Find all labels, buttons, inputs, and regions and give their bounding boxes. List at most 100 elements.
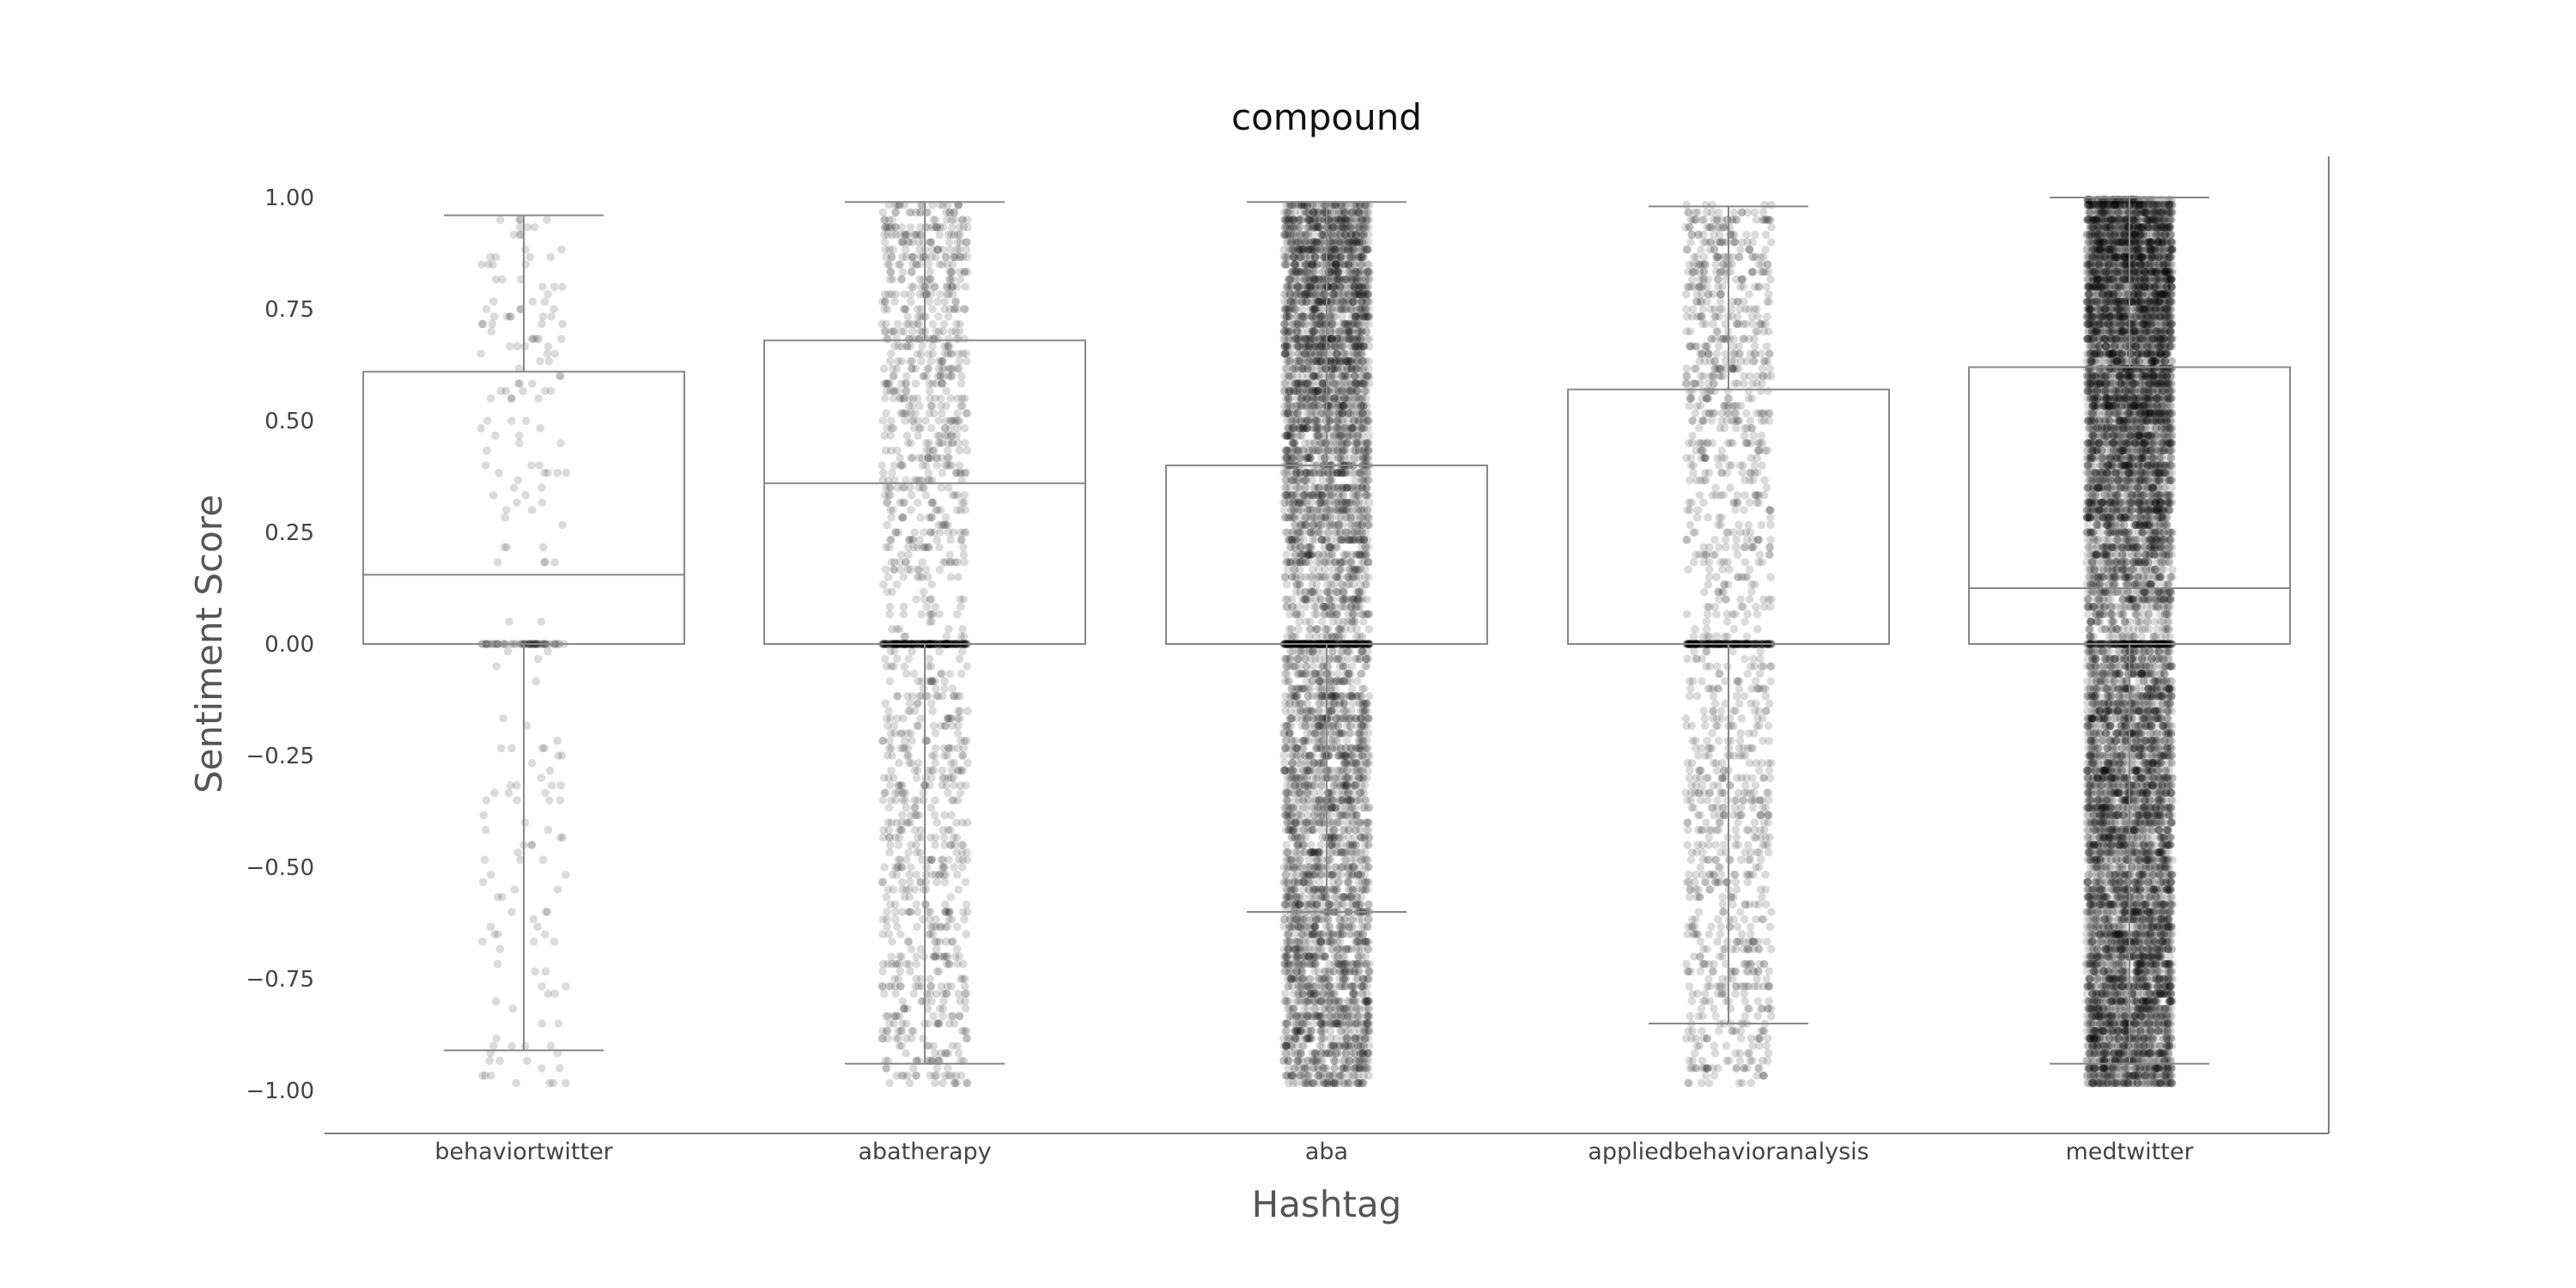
data-point — [896, 409, 906, 418]
data-point — [937, 356, 946, 366]
data-point — [896, 930, 905, 939]
data-point — [927, 580, 936, 589]
data-point — [900, 662, 908, 671]
data-point — [478, 1071, 487, 1080]
data-point — [954, 885, 963, 894]
data-point — [544, 647, 552, 656]
data-point — [926, 394, 934, 403]
data-point — [1328, 565, 1337, 574]
data-point — [885, 602, 894, 611]
data-point — [882, 1064, 891, 1072]
data-point — [955, 327, 964, 336]
data-point — [562, 468, 571, 477]
data-point — [889, 386, 898, 396]
data-point — [927, 595, 936, 604]
data-point — [919, 1034, 927, 1043]
data-point — [960, 490, 969, 500]
data-point — [910, 803, 919, 812]
data-point — [956, 252, 965, 262]
data-point — [912, 811, 921, 820]
data-point — [951, 297, 961, 307]
data-point — [950, 1078, 959, 1088]
data-point — [931, 841, 939, 849]
data-point — [907, 506, 915, 514]
data-point — [527, 758, 537, 768]
data-point — [914, 319, 924, 329]
data-point — [890, 528, 900, 537]
data-point — [1364, 691, 1374, 701]
data-point — [898, 267, 908, 276]
data-point — [957, 394, 967, 403]
data-point — [946, 423, 955, 433]
data-point — [960, 498, 969, 507]
data-point — [902, 885, 911, 894]
data-point — [906, 967, 914, 976]
data-point — [486, 922, 495, 932]
data-point — [892, 334, 901, 343]
data-point — [931, 1078, 939, 1088]
data-point — [926, 267, 934, 276]
data-point — [957, 1071, 966, 1080]
data-point — [908, 252, 917, 262]
data-point — [958, 647, 967, 656]
data-point — [942, 1048, 951, 1058]
data-point — [946, 825, 955, 835]
data-point — [1298, 744, 1307, 753]
data-point — [952, 945, 962, 954]
data-point — [884, 803, 894, 812]
data-point — [881, 319, 890, 329]
data-point — [929, 766, 939, 775]
data-point — [495, 945, 504, 954]
data-point — [489, 312, 499, 321]
data-point — [1285, 610, 1294, 619]
data-point — [887, 423, 896, 433]
data-point — [513, 476, 523, 485]
data-point — [486, 1071, 495, 1080]
data-point — [960, 334, 969, 343]
data-point — [544, 796, 554, 805]
data-point — [880, 863, 889, 872]
data-point — [927, 699, 936, 708]
data-point — [888, 624, 896, 634]
data-point — [912, 1071, 920, 1080]
data-point — [478, 878, 488, 887]
data-point — [1290, 506, 1298, 514]
data-point — [916, 312, 926, 321]
data-point — [482, 305, 491, 313]
data-point — [556, 334, 566, 343]
data-point — [892, 580, 902, 589]
data-point — [938, 766, 947, 775]
data-point — [894, 260, 903, 269]
data-point — [512, 1078, 520, 1088]
data-point — [886, 431, 896, 440]
data-point — [958, 624, 967, 634]
data-point — [1342, 736, 1352, 745]
data-point — [500, 543, 509, 552]
data-point — [941, 520, 951, 530]
data-point — [879, 364, 889, 374]
data-point — [901, 788, 910, 798]
data-point — [887, 952, 896, 961]
data-point — [902, 431, 912, 440]
data-point — [896, 394, 906, 403]
data-point — [513, 781, 521, 790]
data-point — [900, 483, 909, 492]
data-point — [952, 848, 961, 857]
data-point — [960, 468, 969, 477]
data-point — [1300, 945, 1309, 954]
data-point — [538, 312, 548, 321]
data-point — [963, 356, 971, 366]
data-point — [1279, 506, 1289, 514]
y-tick-label: 0.00 — [264, 632, 314, 658]
data-point — [515, 216, 524, 224]
data-point — [896, 744, 905, 753]
data-point — [935, 647, 944, 656]
strip-points — [477, 195, 2177, 1088]
data-point — [887, 662, 896, 671]
data-point — [908, 647, 916, 656]
data-point — [948, 1012, 957, 1021]
data-point — [880, 238, 890, 246]
data-point — [556, 781, 565, 790]
data-point — [960, 914, 969, 924]
data-point — [540, 386, 550, 396]
